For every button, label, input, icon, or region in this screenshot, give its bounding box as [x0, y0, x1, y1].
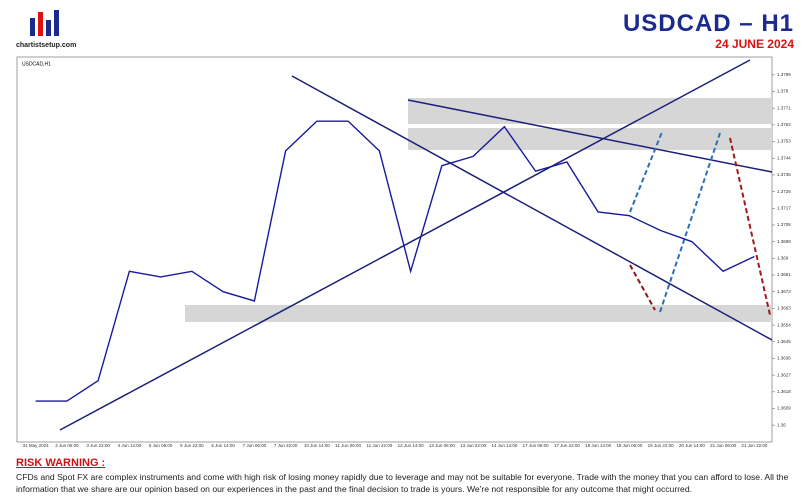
x-tick-label: 5 Jun 06:00 [149, 443, 173, 448]
x-tick-label: 7 Jun 22:00 [274, 443, 298, 448]
x-tick-label: 17 Jun 22:00 [554, 443, 581, 448]
y-tick-label: 1.3699 [777, 239, 791, 244]
x-tick-label: 5 Jun 22:00 [180, 443, 204, 448]
x-tick-label: 17 Jun 06:00 [523, 443, 550, 448]
x-tick-label: 11 Jun 06:00 [335, 443, 361, 448]
warning-title: RISK WARNING : [16, 457, 106, 469]
y-tick-label: 1.36 [777, 422, 786, 427]
x-tick-label: 4 Jun 14:00 [118, 443, 142, 448]
logo-icon [30, 10, 59, 36]
y-tick-label: 1.3771 [777, 105, 791, 110]
warning-text: CFDs and Spot FX are complex instruments… [16, 472, 789, 494]
y-tick-label: 1.3618 [777, 389, 791, 394]
y-tick-label: 1.3735 [777, 172, 791, 177]
date: 24 JUNE 2024 [715, 37, 794, 51]
y-tick-label: 1.3726 [777, 189, 791, 194]
x-tick-label: 7 Jun 06:00 [243, 443, 267, 448]
resistance-zone [408, 128, 772, 150]
x-tick-label: 6 Jun 14:00 [211, 443, 235, 448]
x-tick-label: 3 Jun 22:00 [86, 443, 110, 448]
y-tick-label: 1.3717 [777, 205, 791, 210]
y-tick-label: 1.3654 [777, 322, 791, 327]
x-tick-label: 20 Jun 14:00 [679, 443, 706, 448]
y-tick-label: 1.3762 [777, 122, 791, 127]
support-zone [185, 305, 772, 322]
x-tick-label: 13 Jun 06:00 [429, 443, 456, 448]
title: USDCAD – H1 [622, 10, 794, 37]
y-tick-label: 1.378 [777, 89, 789, 94]
x-tick-label: 21 Jun 22:00 [741, 443, 768, 448]
x-tick-label: 19 Jun 06:00 [616, 443, 643, 448]
y-tick-label: 1.369 [777, 256, 789, 261]
y-tick-label: 1.3708 [777, 222, 791, 227]
x-tick-label: 21 Jun 06:00 [710, 443, 737, 448]
y-tick-label: 1.3627 [777, 372, 791, 377]
y-tick-label: 1.3672 [777, 289, 791, 294]
x-tick-label: 12 Jun 14:00 [398, 443, 425, 448]
y-tick-label: 1.3789 [777, 72, 791, 77]
y-tick-label: 1.3663 [777, 306, 791, 311]
y-tick-label: 1.3744 [777, 155, 791, 160]
x-tick-label: 19 Jun 22:00 [648, 443, 675, 448]
price-line [35, 120, 755, 402]
x-tick-label: 3 Jun 06:00 [55, 443, 79, 448]
x-tick-label: 31 May 2024 [23, 443, 50, 448]
y-tick-label: 1.3753 [777, 139, 791, 144]
y-tick-label: 1.3636 [777, 356, 791, 361]
x-tick-label: 14 Jun 14:00 [491, 443, 518, 448]
logo: chartistsetup.com [16, 42, 77, 49]
x-tick-label: 18 Jun 14:00 [585, 443, 612, 448]
chart-title: USDCAD,H1 [22, 61, 51, 67]
y-tick-label: 1.3645 [777, 339, 791, 344]
y-tick-label: 1.3681 [777, 272, 791, 277]
y-tick-label: 1.3609 [777, 406, 791, 411]
x-tick-label: 11 Jun 22:00 [367, 443, 393, 448]
x-tick-label: 10 Jun 14:00 [304, 443, 331, 448]
resistance-zone [408, 98, 772, 124]
x-tick-label: 13 Jun 22:00 [460, 443, 487, 448]
forecast-arrows [629, 131, 771, 316]
